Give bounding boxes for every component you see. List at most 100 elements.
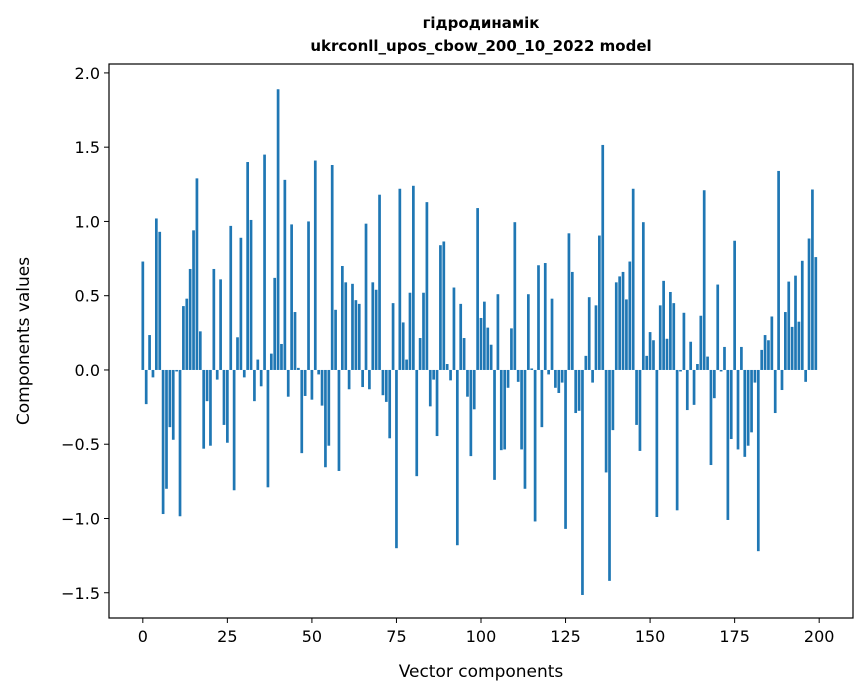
bar-component-15: [192, 230, 195, 370]
bar-component-84: [425, 202, 429, 370]
bar-component-145: [631, 188, 635, 370]
bar-component-169: [712, 369, 716, 399]
bar-component-126: [567, 233, 571, 370]
bar-component-106: [499, 369, 503, 451]
bar-component-133: [591, 369, 594, 383]
bar-component-90: [445, 364, 449, 370]
bar-component-59: [340, 265, 344, 370]
bar-component-138: [608, 369, 611, 581]
bar-component-144: [628, 261, 632, 370]
bar-component-22: [215, 369, 219, 380]
bar-component-103: [489, 344, 493, 370]
bar-component-193: [794, 275, 797, 370]
bar-component-125: [564, 369, 567, 529]
bar-component-11: [178, 369, 182, 517]
bar-component-51: [313, 160, 317, 370]
bar-component-115: [530, 368, 534, 370]
bar-component-151: [652, 340, 655, 370]
bar-component-63: [354, 300, 358, 370]
bar-component-3: [151, 369, 155, 378]
bar-component-89: [442, 241, 446, 370]
bar-component-82: [418, 338, 422, 370]
bar-component-140: [614, 282, 618, 370]
x-tick-label: 175: [719, 627, 750, 646]
x-tick-label: 125: [550, 627, 581, 646]
bar-component-73: [388, 369, 392, 439]
y-axis-ticks: −1.5 −1.0 −0.5 0.0 0.5 1.0 1.5 2.0: [61, 64, 109, 603]
bar-component-161: [685, 369, 689, 411]
bar-component-142: [621, 271, 625, 370]
bar-component-118: [540, 369, 544, 428]
bar-component-38: [269, 353, 273, 370]
bar-component-152: [655, 369, 659, 518]
bar-component-2: [148, 335, 151, 370]
bar-component-47: [300, 369, 304, 454]
bar-component-9: [171, 369, 175, 440]
bar-component-33: [253, 369, 256, 402]
bar-component-184: [763, 335, 767, 370]
bar-component-108: [506, 369, 510, 388]
bar-component-75: [395, 369, 398, 549]
y-tick-label: −1.0: [61, 509, 100, 528]
bar-component-147: [638, 369, 642, 451]
bar-component-137: [604, 369, 608, 473]
bar-component-66: [364, 223, 368, 370]
bar-component-154: [662, 280, 665, 370]
bar-component-28: [236, 337, 239, 370]
bar-component-92: [452, 287, 456, 370]
bar-component-162: [689, 341, 693, 370]
bar-component-93: [455, 369, 459, 546]
bar-component-35: [259, 369, 263, 387]
y-tick-label: −1.5: [61, 584, 100, 603]
y-axis-label: Components values: [14, 257, 34, 425]
bar-component-12: [182, 306, 185, 370]
x-tick-label: 200: [804, 627, 835, 646]
y-tick-label: 2.0: [75, 64, 100, 83]
bar-component-8: [168, 369, 172, 428]
bar-component-188: [777, 170, 780, 370]
bar-component-153: [658, 305, 662, 370]
bar-component-124: [560, 369, 564, 383]
bar-component-149: [645, 355, 649, 370]
bar-component-48: [303, 369, 307, 396]
bar-component-199: [814, 257, 818, 370]
bar-component-40: [276, 89, 280, 370]
bar-component-88: [439, 245, 442, 370]
bar-component-114: [526, 294, 530, 370]
axes-frame: [108, 63, 854, 619]
bar-component-45: [293, 312, 297, 370]
bar-component-5: [158, 231, 162, 370]
bar-component-183: [760, 349, 764, 370]
bar-component-14: [188, 268, 192, 370]
bar-component-23: [219, 279, 222, 370]
bar-component-119: [543, 263, 547, 370]
bar-component-116: [533, 369, 537, 522]
bar-component-177: [740, 346, 743, 370]
bar-component-6: [161, 369, 165, 515]
bar-component-26: [229, 225, 233, 370]
bar-component-53: [320, 369, 324, 406]
bar-component-56: [330, 164, 334, 370]
bar-component-128: [574, 369, 578, 414]
bar-component-150: [648, 332, 652, 370]
bar-component-194: [797, 321, 801, 370]
bar-component-121: [550, 298, 554, 370]
bar-component-174: [729, 369, 733, 440]
bar-component-120: [547, 369, 550, 375]
chart-title-line-1: гідродинамік: [423, 14, 540, 32]
bar-component-70: [378, 194, 381, 370]
bar-component-195: [800, 260, 804, 370]
bar-component-192: [790, 326, 794, 370]
bar-component-190: [784, 312, 787, 370]
bar-component-4: [154, 218, 158, 370]
bar-component-160: [682, 312, 686, 370]
bar-component-196: [804, 369, 808, 382]
bar-component-29: [239, 237, 243, 370]
y-tick-label: −0.5: [61, 435, 100, 454]
bar-component-111: [516, 369, 520, 382]
bar-component-164: [696, 364, 699, 370]
bar-component-102: [486, 327, 490, 370]
bar-component-68: [371, 282, 375, 370]
bar-component-41: [280, 343, 283, 370]
bar-component-98: [472, 369, 476, 410]
